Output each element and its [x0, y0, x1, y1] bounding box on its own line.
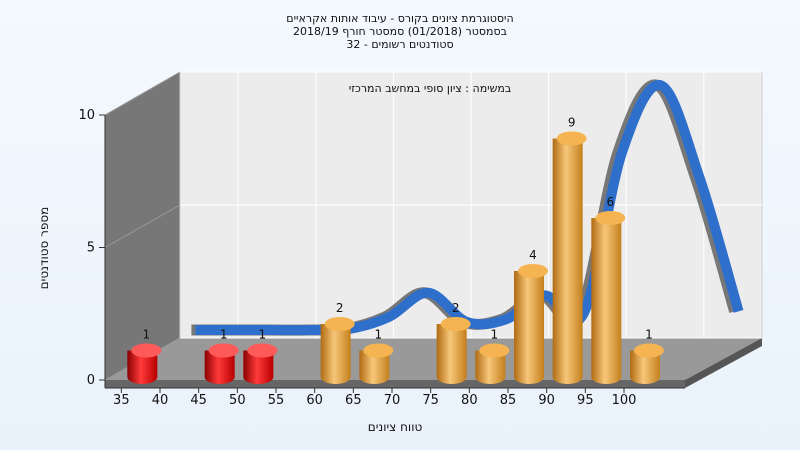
bar-top	[131, 343, 162, 358]
bar-value-label: 2	[452, 301, 460, 315]
bar-body	[204, 350, 235, 384]
bar-45: 1	[204, 328, 239, 384]
x-tick-label: 65	[345, 393, 362, 408]
x-tick-label: 60	[306, 393, 323, 408]
bar-body	[591, 218, 622, 384]
x-tick-label: 70	[384, 393, 401, 408]
bar-body	[436, 324, 467, 384]
bar-value-label: 1	[645, 328, 653, 342]
bar-top	[634, 343, 664, 358]
bar-top	[363, 343, 394, 358]
y-axis-title: מספר סטודנטים	[37, 207, 51, 290]
y-tick-label: 10	[78, 108, 95, 123]
bar-65: 1	[359, 328, 394, 384]
chart-subtitle: במשימה : ציון סופי במחשב המרכזי	[349, 82, 512, 95]
bar-top	[208, 343, 239, 358]
bar-value-label: 1	[375, 328, 383, 342]
bar-value-label: 1	[220, 328, 228, 342]
bar-35: 1	[127, 328, 162, 384]
bar-value-label: 4	[529, 248, 537, 262]
bar-value-label: 1	[143, 328, 151, 342]
x-tick-label: 50	[229, 393, 246, 408]
bar-100: 1	[630, 328, 664, 384]
bar-body	[243, 350, 274, 384]
floor	[105, 338, 762, 380]
bar-value-label: 6	[607, 195, 615, 209]
chart-title-line: היסטוגרמת ציונים בקורס - עיבוד אותות אקר…	[286, 12, 513, 25]
x-tick-label: 95	[577, 393, 594, 408]
x-tick-label: 85	[500, 393, 517, 408]
bar-body	[514, 271, 544, 384]
bar-value-label: 1	[259, 328, 267, 342]
x-tick-label: 35	[113, 393, 130, 408]
bar-95: 6	[591, 195, 626, 384]
grid-line-y-side	[104, 71, 181, 116]
bar-top	[595, 211, 626, 225]
bar-body	[127, 350, 158, 384]
chart-title-line: סטודנטים רשומים - 32	[346, 38, 453, 51]
bar-body	[320, 324, 351, 384]
bar-value-label: 1	[491, 328, 499, 342]
bar-top	[518, 264, 548, 278]
x-tick-label: 45	[190, 393, 207, 408]
bar-body	[630, 350, 660, 384]
x-tick-label: 75	[422, 393, 439, 408]
grid-line-y-side	[104, 204, 181, 248]
bar-top	[556, 131, 587, 146]
x-tick-label: 40	[152, 393, 169, 408]
bar-value-label: 9	[568, 116, 576, 130]
bar-body	[475, 350, 506, 384]
x-tick-label: 80	[461, 393, 478, 408]
bar-85: 4	[514, 248, 548, 384]
bar-80: 1	[475, 328, 510, 384]
bar-top	[440, 317, 471, 331]
bar-50: 1	[243, 328, 278, 384]
x-axis-title: טווח ציונים	[368, 420, 423, 434]
bar-value-label: 2	[336, 301, 344, 315]
y-tick-label: 5	[87, 241, 95, 256]
bar-top	[324, 317, 355, 331]
x-tick-label: 100	[612, 393, 637, 408]
bar-body	[552, 138, 583, 384]
y-tick-label: 0	[87, 373, 95, 388]
distribution-curve	[195, 80, 744, 336]
bar-75: 2	[436, 301, 471, 384]
bar-body	[359, 350, 390, 384]
x-tick-label: 90	[538, 393, 555, 408]
bar-top	[247, 343, 278, 358]
chart-title-line: בסמסטר (01/2018) סמסטר חורף 2018/19	[293, 25, 507, 38]
bar-90: 9	[552, 116, 587, 384]
x-tick-label: 55	[268, 393, 285, 408]
bar-top	[479, 343, 510, 358]
bar-60: 2	[320, 301, 355, 384]
floor-side-edge	[685, 338, 762, 388]
